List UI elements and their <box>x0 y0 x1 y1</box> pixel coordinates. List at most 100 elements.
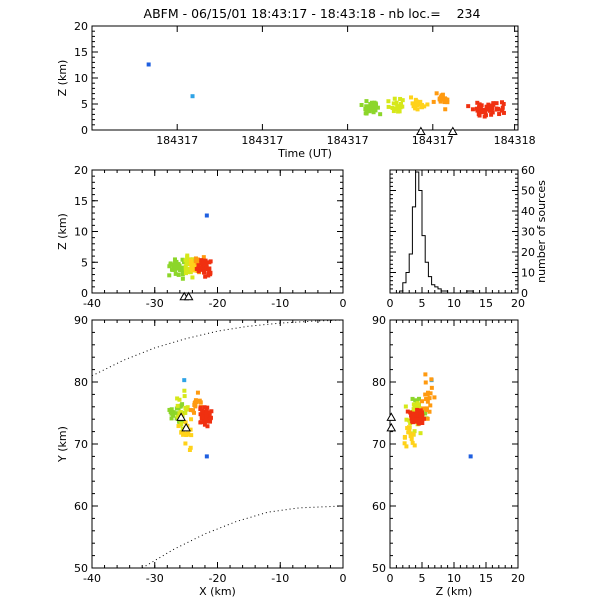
source-point <box>412 443 417 448</box>
source-point <box>404 444 409 449</box>
source-point <box>205 405 210 410</box>
source-point <box>386 99 391 104</box>
source-point <box>470 107 475 112</box>
source-point <box>390 105 395 110</box>
source-point <box>477 106 482 111</box>
plan-view-ytick-label: 50 <box>74 562 88 575</box>
source-point <box>202 405 207 410</box>
height-histogram-xtick-label: 15 <box>479 297 493 310</box>
source-point <box>189 258 194 263</box>
source-point <box>476 112 481 117</box>
time-height-ytick-label: 5 <box>81 98 88 111</box>
plan-view-panel: -40 -30 -20 -10 0 50 60 70 80 90 X (km) Y (km) <box>56 314 347 598</box>
time-height-frame <box>91 25 519 131</box>
source-point <box>171 410 176 415</box>
source-point <box>196 263 201 268</box>
source-point <box>428 391 433 396</box>
source-point <box>423 411 428 416</box>
height-y-panel: 0 5 10 15 20 50 60 70 80 90 Z (km) <box>372 314 525 598</box>
source-point <box>411 420 416 425</box>
source-point <box>182 388 187 393</box>
source-point <box>501 110 506 115</box>
height-y-ytick-label: 80 <box>372 376 386 389</box>
source-point <box>169 267 174 272</box>
time-height-xtick-label: 184317 <box>327 134 369 147</box>
source-point <box>412 429 417 434</box>
x-height-ytick-label: 10 <box>74 226 88 239</box>
x-height-ytick-label: 15 <box>74 195 88 208</box>
source-point <box>475 100 480 105</box>
source-point <box>172 262 177 267</box>
source-point <box>167 264 172 269</box>
source-point <box>208 270 213 275</box>
plan-view-xtick-label: -30 <box>146 572 164 585</box>
height-histogram-xtick-label: 10 <box>447 297 461 310</box>
source-point <box>482 114 487 119</box>
source-point <box>199 420 204 425</box>
source-point <box>420 413 425 418</box>
source-point <box>171 265 176 270</box>
source-point <box>205 419 210 424</box>
source-point <box>489 103 494 108</box>
source-point <box>373 107 378 112</box>
source-point <box>186 267 191 272</box>
source-point <box>410 396 415 401</box>
source-point <box>479 109 484 114</box>
source-point <box>420 421 425 426</box>
source-point <box>440 92 445 97</box>
source-point <box>490 110 495 115</box>
source-point <box>188 408 193 413</box>
source-point <box>192 410 197 415</box>
source-point <box>188 270 193 275</box>
source-point <box>184 262 189 267</box>
x-height-xtick-label: -20 <box>209 297 227 310</box>
height-histogram-ytick-label: 20 <box>521 246 535 259</box>
source-point <box>429 377 434 382</box>
source-point <box>204 213 209 218</box>
time-height-xlabel: Time (UT) <box>277 147 332 160</box>
height-y-xtick-label: 10 <box>447 572 461 585</box>
source-point <box>176 406 181 411</box>
source-point <box>420 410 425 415</box>
source-point <box>418 99 423 104</box>
source-point <box>207 411 212 416</box>
source-point <box>180 276 185 281</box>
source-point <box>392 96 397 101</box>
height-histogram-ytick-label: 10 <box>521 267 535 280</box>
source-point <box>171 413 176 418</box>
source-point <box>189 433 194 438</box>
source-point <box>405 409 410 414</box>
height-y-xtick-label: 0 <box>387 572 394 585</box>
time-height-ytick-label: 10 <box>74 72 88 85</box>
source-point <box>415 103 420 108</box>
plan-view-frame <box>91 319 344 569</box>
source-point <box>167 273 172 278</box>
source-point <box>410 413 415 418</box>
source-point <box>494 101 499 106</box>
source-point <box>203 274 208 279</box>
source-point <box>497 112 502 117</box>
plan-view-ytick-label: 60 <box>74 500 88 513</box>
height-y-xtick-label: 5 <box>419 572 426 585</box>
x-height-ytick-label: 0 <box>81 287 88 300</box>
source-point <box>428 403 433 408</box>
source-point <box>369 106 374 111</box>
source-point <box>188 445 193 450</box>
source-point <box>208 419 213 424</box>
plan-view-ytick-label: 90 <box>74 314 88 327</box>
plan-view-xtick-label: -10 <box>271 572 289 585</box>
time-height-xtick-label: 184317 <box>412 134 454 147</box>
source-point <box>413 398 418 403</box>
source-point <box>179 430 184 435</box>
source-point <box>409 434 414 439</box>
source-point <box>173 271 178 276</box>
source-point <box>411 432 416 437</box>
source-point <box>402 435 407 440</box>
source-point <box>407 418 412 423</box>
source-point <box>198 265 203 270</box>
source-point <box>427 396 432 401</box>
source-point <box>169 416 174 421</box>
source-point <box>491 102 496 107</box>
source-point <box>489 112 494 117</box>
height-histogram-ytick-label: 0 <box>521 287 528 300</box>
